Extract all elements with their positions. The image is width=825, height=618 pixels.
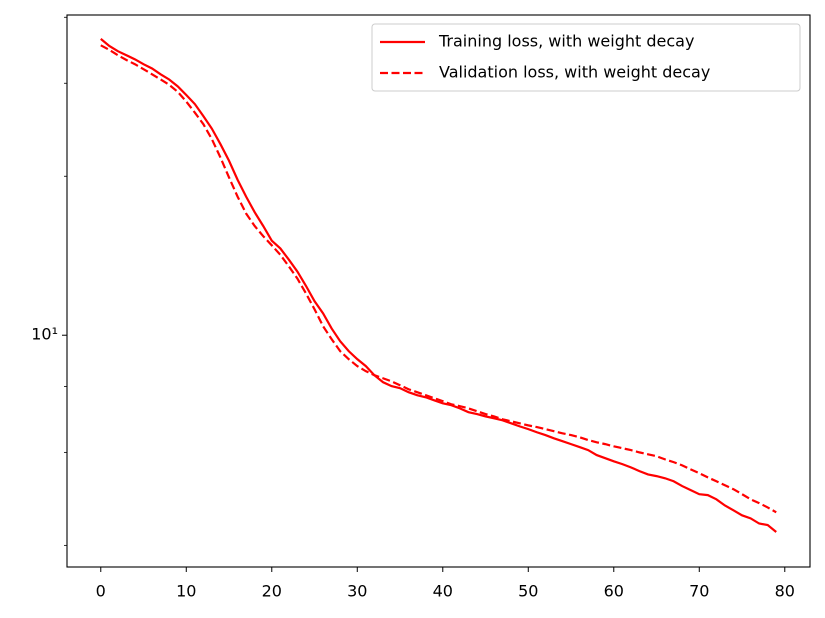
x-tick-label: 40 xyxy=(433,582,453,601)
series-line xyxy=(100,44,777,514)
x-tick-label: 80 xyxy=(775,582,795,601)
series-line xyxy=(100,38,777,533)
legend-label: Training loss, with weight decay xyxy=(438,32,694,51)
legend: Training loss, with weight decay Validati… xyxy=(371,23,801,92)
legend-box xyxy=(371,23,801,92)
y-tick-label: 10¹ xyxy=(31,325,58,344)
x-tick-label: 0 xyxy=(96,582,106,601)
x-tick-label: 10 xyxy=(176,582,196,601)
x-tick-label: 50 xyxy=(518,582,538,601)
x-tick-label: 20 xyxy=(262,582,282,601)
x-tick-label: 30 xyxy=(347,582,367,601)
plot-frame xyxy=(66,14,811,568)
x-tick-label: 60 xyxy=(604,582,624,601)
x-tick-label: 70 xyxy=(689,582,709,601)
legend-label: Validation loss, with weight decay xyxy=(439,63,710,82)
